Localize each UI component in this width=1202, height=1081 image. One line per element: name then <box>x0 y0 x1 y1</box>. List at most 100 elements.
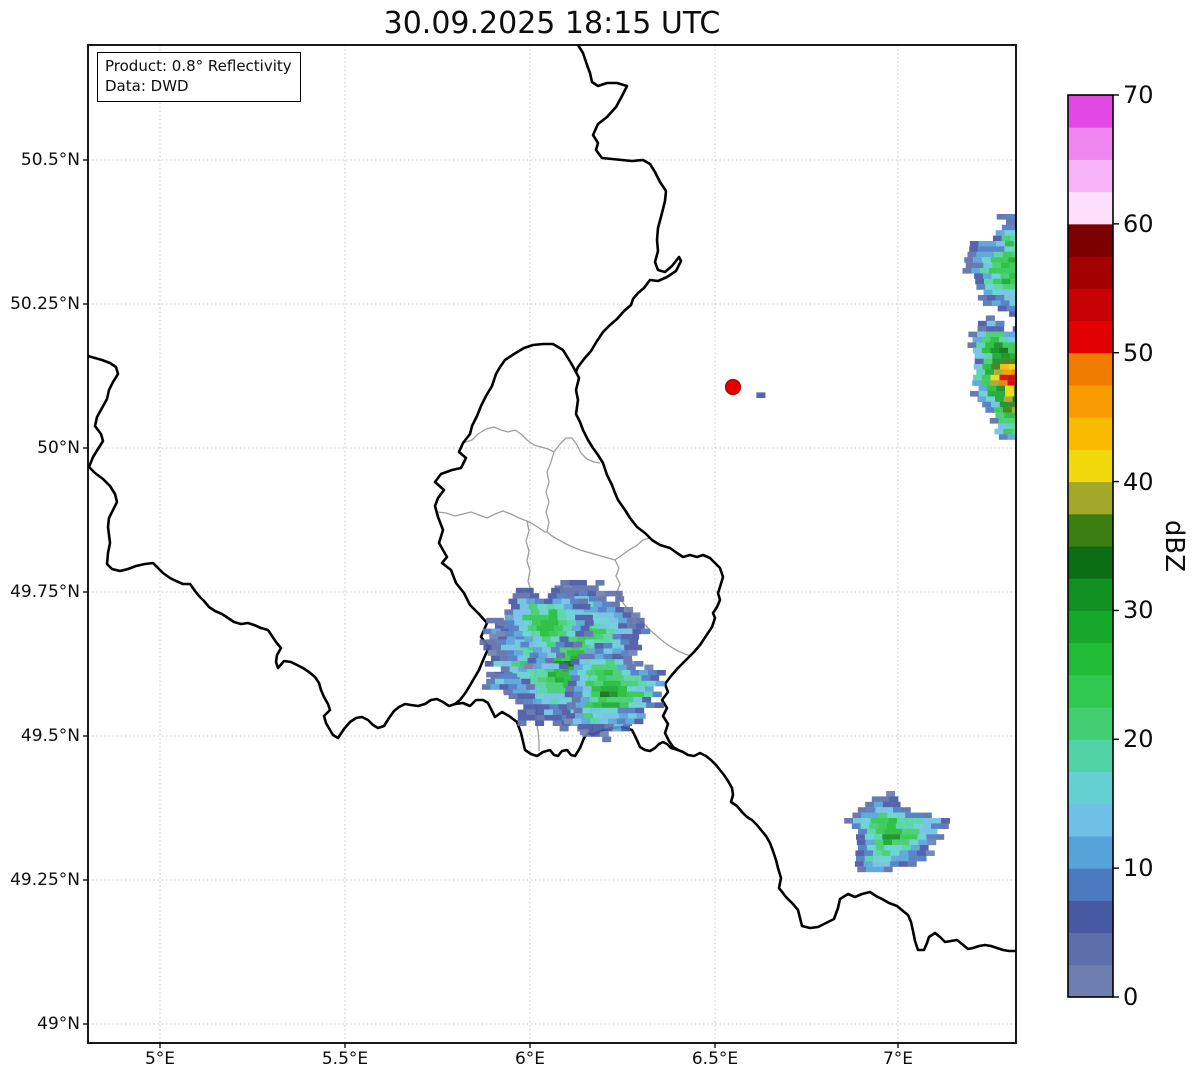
echo-bin <box>1010 278 1016 285</box>
echo-bin <box>585 680 595 687</box>
echo-bin <box>996 391 1006 397</box>
echo-bin <box>624 697 634 703</box>
echo-bin <box>1013 412 1016 419</box>
colorbar-outline <box>1067 94 1114 998</box>
echo-bin <box>586 724 596 730</box>
echo-bin <box>572 718 582 725</box>
echo-bin <box>596 612 606 618</box>
echo-bin <box>1023 386 1032 392</box>
echo-bin <box>615 675 624 681</box>
echo-bin <box>1004 230 1014 236</box>
echo-bin <box>995 326 1005 332</box>
echo-bin <box>608 691 618 698</box>
echo-bin <box>1035 257 1044 263</box>
y-tick-label: 49.5°N <box>20 726 80 746</box>
echo-bin <box>1002 369 1012 375</box>
echo-bin <box>608 707 618 714</box>
echo-bin <box>534 598 544 605</box>
echo-bin <box>602 702 612 708</box>
echo-bin <box>999 257 1009 263</box>
echo-bin <box>627 686 636 692</box>
echo-bin <box>1021 332 1030 338</box>
echo-bin <box>908 855 918 862</box>
echo-bin <box>1016 380 1025 386</box>
echo-bin <box>1023 391 1032 397</box>
echo-bin <box>883 839 893 846</box>
echo-bin <box>635 691 645 698</box>
echo-bin <box>552 693 562 699</box>
echo-bin <box>615 644 625 651</box>
echo-bin <box>633 697 643 703</box>
echo-bin <box>1008 374 1016 381</box>
x-tick-label: 6.5°E <box>691 1049 739 1069</box>
echo-bin <box>982 401 992 408</box>
echo-bin <box>893 807 902 813</box>
echo-bin <box>1028 359 1037 365</box>
echo-bin <box>614 628 624 635</box>
echo-bin <box>992 235 1002 242</box>
echo-bin <box>619 702 629 708</box>
echo-bin <box>995 295 1005 301</box>
echo-bin <box>573 641 583 648</box>
echo-bin <box>544 715 554 721</box>
echo-bin <box>555 604 564 610</box>
echo-bin <box>1003 428 1013 435</box>
country-border-line <box>676 748 1016 953</box>
echo-bin <box>517 684 527 690</box>
echo-bin <box>972 380 982 386</box>
echo-bin <box>1038 342 1047 348</box>
echo-bin <box>535 709 545 716</box>
echo-bin <box>539 614 549 621</box>
echo-bin <box>900 839 910 846</box>
echo-bin <box>1035 375 1044 381</box>
echo-bin <box>623 655 632 662</box>
echo-bin <box>983 353 993 359</box>
echo-bin <box>1021 407 1030 413</box>
echo-bin <box>527 644 537 651</box>
echo-bin <box>994 284 1003 290</box>
echo-bin <box>511 661 521 667</box>
colorbar-segment <box>1068 803 1113 837</box>
echo-bin <box>1010 235 1016 242</box>
echo-bin <box>601 713 611 719</box>
echo-bin <box>1009 300 1016 306</box>
echo-bin <box>582 707 592 714</box>
echo-bin <box>880 796 890 802</box>
echo-bin <box>513 609 523 615</box>
echo-bin <box>985 251 995 258</box>
colorbar-segment <box>1068 159 1113 193</box>
echo-bin <box>1038 369 1047 375</box>
echo-bin <box>521 671 531 678</box>
echo-bin <box>575 713 585 719</box>
echo-bin <box>592 713 602 719</box>
x-tick-label: 5.5°E <box>321 1049 369 1069</box>
echo-bin <box>612 634 622 640</box>
echo-bin <box>551 587 561 594</box>
echo-bin <box>503 623 513 629</box>
echo-bin <box>570 659 580 665</box>
echo-bin <box>623 675 633 681</box>
echo-bin <box>965 262 975 269</box>
echo-bin <box>987 241 997 247</box>
echo-bin <box>1023 241 1032 247</box>
echo-bin <box>591 691 601 698</box>
echo-bin <box>588 659 598 665</box>
echo-bin <box>1007 380 1016 386</box>
admin-border-line <box>462 426 555 453</box>
echo-bin <box>600 623 610 629</box>
echo-bin <box>887 823 896 829</box>
echo-bin <box>1018 364 1027 370</box>
echo-bin <box>573 707 583 714</box>
echo-bin <box>589 585 599 591</box>
echo-bin <box>1014 391 1016 397</box>
echo-bin <box>559 636 569 642</box>
echo-bin <box>1031 295 1040 301</box>
echo-bin <box>986 331 995 338</box>
echo-bin <box>624 607 634 613</box>
echo-bin <box>587 590 597 597</box>
echo-bin <box>896 812 906 819</box>
echo-bin <box>541 698 551 705</box>
echo-bin <box>547 671 557 678</box>
echo-bin <box>597 628 607 635</box>
